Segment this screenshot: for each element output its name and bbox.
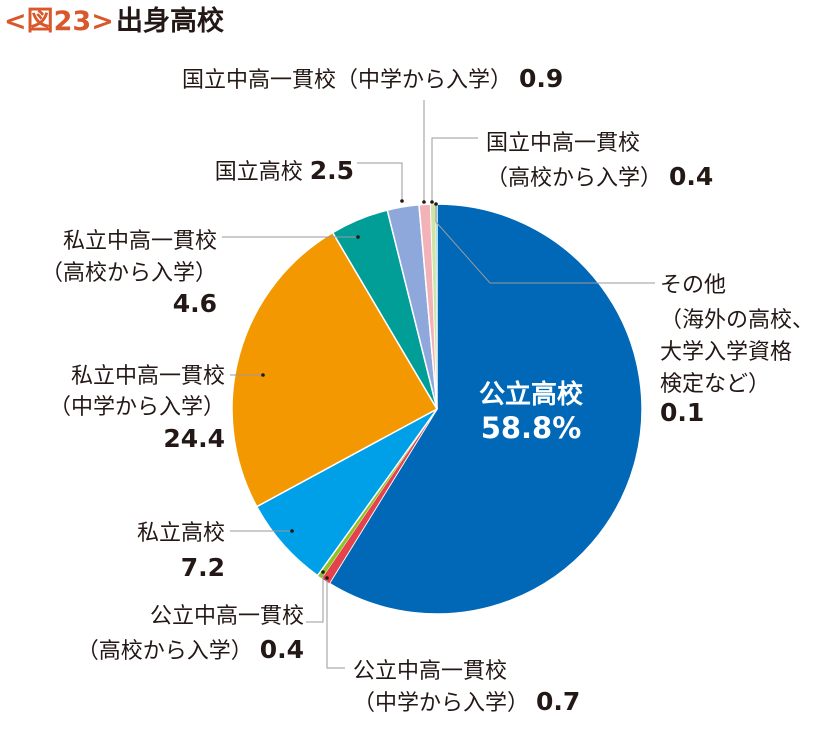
slice-label-private_ik_high-line-2: （高校から入学） (41, 261, 217, 286)
slice-label-private_ik_middle-line-2: （中学から入学） (49, 395, 225, 420)
slice-label-other-line-4: 検定など） (660, 372, 770, 397)
slice-value-private: 7.2 (181, 553, 225, 582)
leader-dot-other (434, 202, 438, 206)
leader-line-public_ik_middle (326, 578, 345, 669)
leader-dot-national_ik_middle (422, 200, 426, 204)
leader-dot-public_ik_high (321, 570, 325, 574)
slice-value-private_ik_high: 4.6 (173, 289, 217, 318)
slice-value-national_ik_middle: 0.9 (519, 64, 563, 93)
pie-slice-private_ik_middle (231, 231, 439, 508)
leader-dot-private_ik_high (356, 235, 360, 239)
leader-line-other (435, 204, 655, 284)
slice-label-private_ik_middle-line-1: 私立中高一貫校 (71, 364, 225, 389)
figure-tag: <図23> (4, 6, 114, 37)
leader-lines (222, 100, 655, 669)
slice-label-public_ik_middle-line-2: （中学から入学） 0.7 (353, 687, 580, 716)
leader-dot-private (290, 529, 294, 533)
slice-value-public_ik_middle: 0.7 (536, 687, 580, 716)
slice-label-public_ik_high-line-2: （高校から入学） 0.4 (77, 635, 304, 664)
slice-label-national_ik_middle: 国立中高一貫校（中学から入学） 0.9 (182, 64, 563, 93)
slice-label-private: 私立高校 (137, 521, 225, 546)
leader-line-national (357, 162, 403, 201)
leader-dot-private_ik_middle (261, 373, 265, 377)
slice-value-national_ik_high: 0.4 (669, 162, 713, 191)
leader-line-public_ik_high (306, 572, 324, 623)
leader-dot-national_ik_high (430, 200, 434, 204)
slice-label-other-line-2: （海外の高校、 (660, 308, 814, 333)
slice-value-public: 58.8% (481, 411, 582, 445)
slice-label-public_ik_high-line-1: 公立中高一貫校 (150, 604, 304, 629)
pie-slice-public (328, 203, 643, 615)
slice-label-national: 国立高校 2.5 (215, 156, 354, 185)
leader-line-national_ik_high (431, 137, 478, 202)
slice-value-public_ik_high: 0.4 (260, 635, 304, 664)
leader-dot-public_ik_middle (325, 576, 329, 580)
slice-label-other-line-1: その他 (660, 273, 726, 298)
slice-value-national: 2.5 (310, 156, 354, 185)
leader-dot-national (400, 199, 404, 203)
slice-label-public: 公立高校 (479, 379, 584, 410)
figure-title: 出身高校 (116, 5, 224, 37)
slice-label-private_ik_high-line-1: 私立中高一貫校 (63, 229, 217, 254)
slice-label-other-line-3: 大学入学資格 (660, 340, 792, 365)
slice-value-other: 0.1 (660, 398, 704, 427)
slice-label-public_ik_middle-line-1: 公立中高一貫校 (353, 659, 507, 684)
slice-label-national_ik_high-line-2: （高校から入学） 0.4 (486, 162, 713, 191)
slice-value-private_ik_middle: 24.4 (163, 424, 225, 453)
slice-label-national_ik_high-line-1: 国立中高一貫校 (486, 131, 640, 156)
pie-slices (231, 203, 643, 615)
